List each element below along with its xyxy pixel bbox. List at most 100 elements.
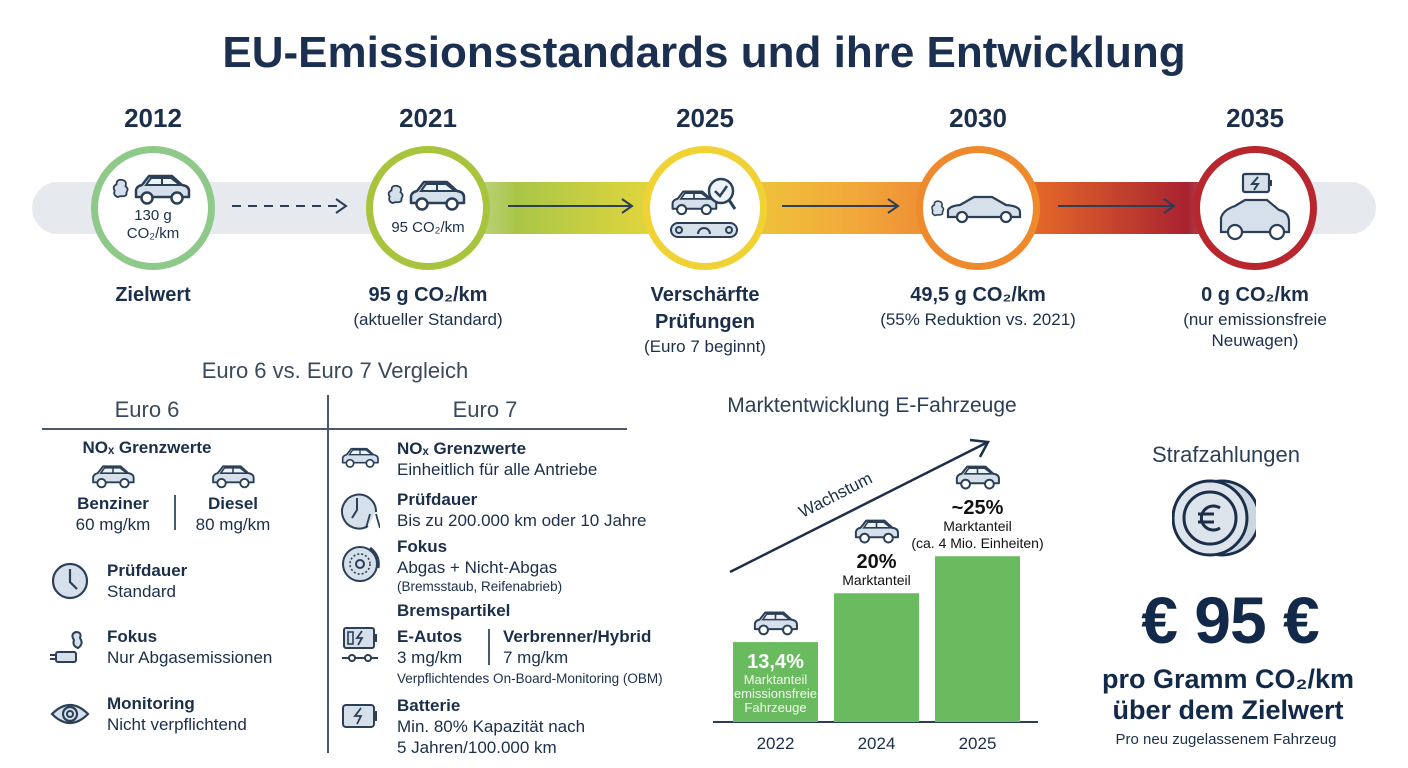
timeline-label: Zielwert: [115, 284, 191, 306]
circle-value: 95 CO₂/km: [391, 219, 465, 236]
diesel-value: 80 mg/km: [195, 515, 271, 534]
euro7-batterie: Batterie Min. 80% Kapazität nach 5 Jahren/…: [397, 695, 585, 758]
item-text: Nur Abgasemissionen: [107, 648, 273, 667]
item-text: Nicht verpflichtend: [107, 715, 247, 734]
timeline-milestone-2021: 95 CO₂/km: [366, 146, 490, 270]
euro6-monitoring: Monitoring Nicht verpflichtend: [107, 693, 247, 735]
euro6-pruefdauer: Prüfdauer Standard: [107, 560, 187, 602]
verbrenner-label: Verbrenner/Hybrid: [503, 627, 652, 646]
timeline-year: 2035: [1226, 103, 1284, 133]
trend-arrow-line: [729, 441, 987, 574]
divider: [488, 629, 490, 665]
x-tick-label: 2024: [858, 734, 896, 753]
bar-note: (ca. 4 Mio. Einheiten): [911, 535, 1043, 551]
circle-value: 130 g CO₂/km: [126, 207, 180, 242]
penalty-line2: über dem Zielwert: [1112, 695, 1344, 725]
trend-label: Wachstum: [796, 469, 876, 522]
penalty-description: pro Gramm CO₂/km über dem Zielwert: [1102, 664, 1354, 726]
item-title: Fokus: [397, 537, 448, 556]
eye-icon: [50, 703, 90, 725]
timeline-year: 2021: [399, 103, 457, 133]
diesel-limit: Diesel 80 mg/km: [196, 493, 271, 535]
bar-note: Marktanteil: [744, 672, 808, 687]
eautos-value: 3 mg/km: [397, 648, 463, 667]
clock-road-icon: [341, 493, 380, 530]
value-label: 20%: [856, 551, 896, 573]
brake-disc-icon: [342, 546, 380, 582]
comparison-title: Euro 6 vs. Euro 7 Vergleich: [201, 358, 469, 383]
euro6-header: Euro 6: [114, 397, 180, 422]
label-sub: (aktueller Standard): [353, 310, 503, 329]
label-main: Verschärfte Prüfungen: [650, 284, 760, 333]
timeline-milestone-2012: 130 g CO₂/km: [91, 146, 215, 270]
item-title: Monitoring: [107, 694, 195, 713]
bar-2022: [733, 642, 818, 722]
bar-note: emissionsfreie: [734, 686, 817, 701]
timeline-year: 2025: [676, 103, 734, 133]
car-inspection-icon: [670, 177, 738, 238]
timeline-year: 2012: [124, 103, 182, 133]
item-text: Min. 80% Kapazität nach: [397, 717, 586, 736]
item-title: NOₓ Grenzwerte: [397, 439, 527, 458]
benziner-value: 60 mg/km: [75, 515, 151, 534]
bar-note: Fahrzeuge: [744, 700, 806, 715]
benziner-limit: Benziner 60 mg/km: [76, 493, 151, 535]
eautos-label: E-Autos: [397, 627, 463, 646]
page-title: EU-Emissionsstandards und ihre Entwicklu…: [222, 28, 1186, 77]
car-icon: [955, 465, 1000, 490]
header-divider: [42, 428, 627, 430]
chart-title: Marktentwicklung E-Fahrzeuge: [727, 394, 1017, 417]
timeline-milestone-2030: [916, 146, 1040, 270]
label-sub: (Euro 7 beginnt): [644, 337, 766, 356]
timeline-milestone-2025: [643, 146, 767, 270]
euro7-pruefdauer: Prüfdauer Bis zu 200.000 km oder 10 Jahre: [397, 489, 646, 531]
penalty-title: Strafzahlungen: [1152, 442, 1300, 467]
euro7-nox: NOₓ Grenzwerte Einheitlich für alle Antri…: [397, 438, 597, 480]
label-main: 0 g CO₂/km: [1201, 284, 1309, 306]
battery-axle-icon: [342, 627, 378, 662]
euro7-fokus: Fokus Abgas + Nicht-Abgas (Bremsstaub, Rei…: [397, 536, 562, 595]
label-sub: (nur emissionsfreie Neuwagen): [1183, 310, 1327, 350]
car-icon: [753, 611, 798, 636]
divider: [174, 495, 176, 530]
trend-arrow-head-icon: [969, 438, 990, 458]
sedan-exhaust-icon: [931, 195, 1022, 224]
timeline-milestone-2035: [1193, 146, 1317, 270]
value-label: 13,4%: [747, 651, 804, 673]
bremspartikel-title: Bremspartikel: [397, 601, 511, 620]
label-main: 49,5 g CO₂/km: [910, 284, 1046, 306]
timeline-arrows: [232, 198, 1176, 214]
benziner-label: Benziner: [77, 494, 149, 513]
timeline-label: 95 g CO₂/km (aktueller Standard): [353, 282, 502, 330]
x-tick-label: 2025: [959, 734, 997, 753]
item-note: (Bremsstaub, Reifenabrieb): [397, 579, 563, 594]
timeline-label: Verschärfte Prüfungen (Euro 7 beginnt): [640, 282, 770, 357]
diesel-label: Diesel: [207, 494, 259, 513]
item-title: Batterie: [397, 696, 461, 715]
item-text: Standard: [107, 582, 176, 601]
exhaust-pipe-icon: [50, 630, 83, 663]
euro-coins-icon: [1172, 479, 1256, 557]
label-main: 95 g CO₂/km: [368, 284, 488, 306]
verbrenner-value: 7 mg/km: [503, 648, 569, 667]
x-tick-label: 2022: [757, 734, 795, 753]
timeline-label: 49,5 g CO₂/km (55% Reduktion vs. 2021): [880, 282, 1076, 330]
battery-icon: [342, 704, 377, 728]
arrow-head-icon: [621, 198, 634, 214]
arrow-head-icon: [887, 198, 900, 214]
label-sub: (55% Reduktion vs. 2021): [880, 310, 1076, 329]
item-title: Prüfdauer: [397, 490, 478, 509]
item-title: Fokus: [107, 627, 158, 646]
electric-car-battery-icon: [1219, 172, 1291, 241]
arrow-head-icon: [1163, 198, 1176, 214]
item-text: Abgas + Nicht-Abgas: [397, 558, 558, 577]
item-text: Bis zu 200.000 km oder 10 Jahre: [397, 511, 647, 530]
bar-2024: [834, 593, 919, 722]
penalty-line1: pro Gramm CO₂/km: [1101, 664, 1355, 694]
bar-note: Marktanteil: [943, 518, 1011, 534]
euro6-fokus: Fokus Nur Abgasemissionen: [107, 626, 272, 668]
item-title: Prüfdauer: [107, 561, 188, 580]
verbrenner-limit: Verbrenner/Hybrid 7 mg/km: [503, 626, 651, 668]
column-divider: [327, 395, 329, 753]
